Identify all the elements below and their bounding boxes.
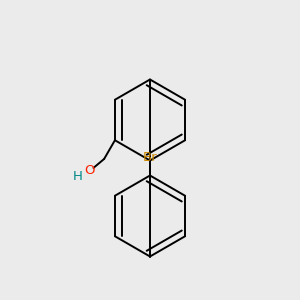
Text: O: O <box>85 164 95 177</box>
Text: H: H <box>72 170 82 183</box>
Text: Br: Br <box>143 151 157 164</box>
